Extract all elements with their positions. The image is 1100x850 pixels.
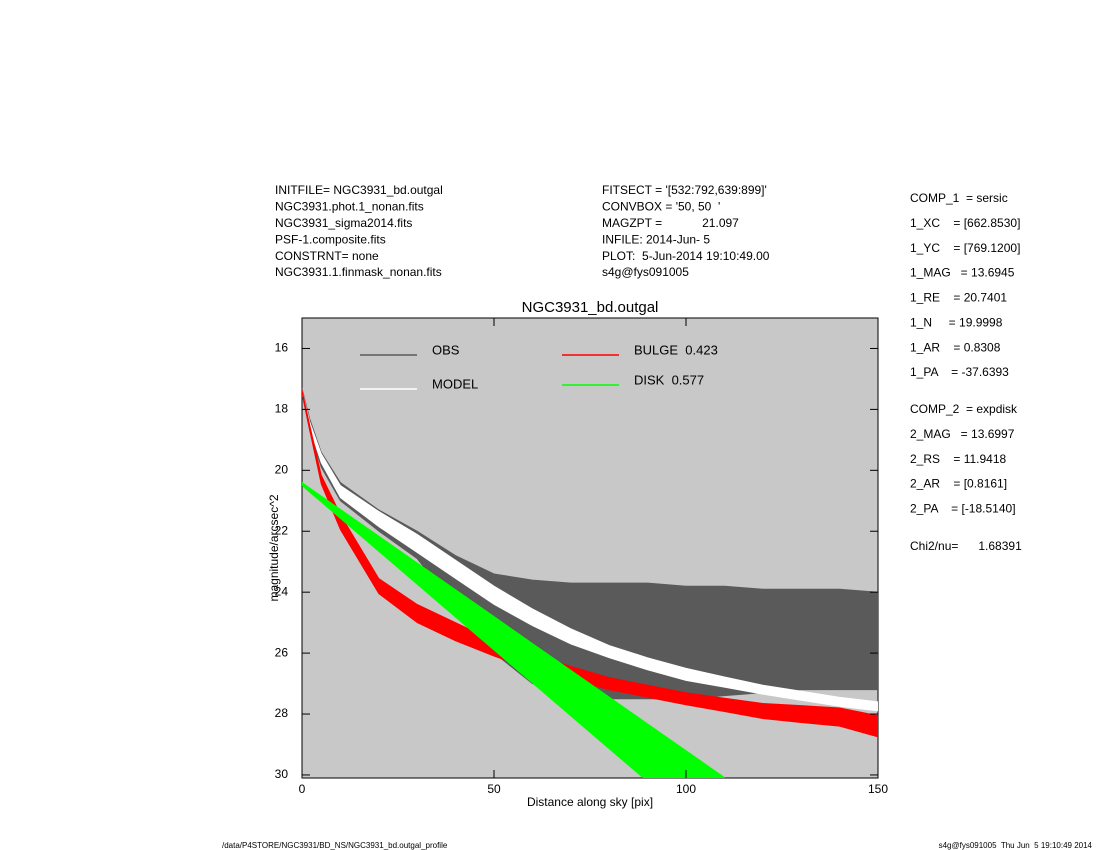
chi2: Chi2/nu= 1.68391 — [910, 539, 1022, 553]
component-param: COMP_2 = expdisk — [910, 402, 1018, 416]
y-tick-label: 16 — [275, 341, 289, 355]
x-tick-label: 100 — [676, 782, 696, 796]
header-line: INITFILE= NGC3931_bd.outgal — [275, 183, 443, 197]
legend-label: DISK 0.577 — [634, 372, 704, 387]
y-tick-label: 22 — [275, 523, 289, 537]
legend-label: MODEL — [432, 376, 478, 391]
x-axis-label: Distance along sky [pix] — [527, 795, 653, 809]
y-tick-label: 30 — [275, 767, 289, 781]
y-tick-label: 24 — [275, 584, 289, 598]
header-line: CONSTRNT= none — [275, 249, 379, 263]
component-param: 1_XC = [662.8530] — [910, 216, 1020, 230]
x-tick-label: 50 — [487, 782, 501, 796]
component-param: 1_N = 19.9998 — [910, 315, 1003, 329]
y-tick-label: 20 — [275, 462, 289, 476]
component-param: 2_RS = 11.9418 — [910, 452, 1007, 466]
footer-right: s4g@fys091005 Thu Jun 5 19:10:49 2014 — [939, 841, 1093, 850]
band — [302, 389, 878, 712]
y-tick-label: 26 — [275, 645, 289, 659]
component-param: 1_AR = 0.8308 — [910, 340, 1001, 354]
band — [302, 388, 878, 700]
component-param: 1_MAG = 13.6945 — [910, 266, 1015, 280]
component-param: 2_MAG = 13.6997 — [910, 427, 1015, 441]
component-param: 1_RE = 20.7401 — [910, 291, 1007, 305]
x-tick-label: 0 — [299, 782, 306, 796]
component-param: COMP_1 = sersic — [910, 191, 1008, 205]
legend-label: OBS — [432, 342, 460, 357]
chart-title: NGC3931_bd.outgal — [522, 299, 659, 316]
y-tick-label: 18 — [275, 402, 289, 416]
footer-left: /data/P4STORE/NGC3931/BD_NS/NGC3931_bd.o… — [222, 841, 448, 850]
header-line: CONVBOX = '50, 50 ' — [602, 200, 720, 214]
component-param: 1_YC = [769.1200] — [910, 241, 1020, 255]
header-line: FITSECT = '[532:792,639:899]' — [602, 183, 767, 197]
header-line: INFILE: 2014-Jun- 5 — [602, 232, 710, 246]
component-param: 2_PA = [-18.5140] — [910, 502, 1016, 516]
x-tick-label: 150 — [868, 782, 888, 796]
header-line: s4g@fys091005 — [602, 265, 689, 279]
component-param: 2_AR = [0.8161] — [910, 477, 1007, 491]
header-line: NGC3931.phot.1_nonan.fits — [275, 200, 424, 214]
header-line: PLOT: 5-Jun-2014 19:10:49.00 — [602, 249, 770, 263]
legend-label: BULGE 0.423 — [634, 342, 718, 357]
band — [302, 389, 878, 738]
plot-layer — [302, 388, 878, 778]
header-line: NGC3931.1.finmask_nonan.fits — [275, 265, 442, 279]
header-line: PSF-1.composite.fits — [275, 232, 386, 246]
y-axis-label: magnitude/arcsec^2 — [267, 494, 281, 601]
component-param: 1_PA = -37.6393 — [910, 365, 1009, 379]
header-line: NGC3931_sigma2014.fits — [275, 216, 412, 230]
y-tick-label: 28 — [275, 706, 289, 720]
header-line: MAGZPT = 21.097 — [602, 216, 739, 230]
band — [302, 482, 725, 778]
